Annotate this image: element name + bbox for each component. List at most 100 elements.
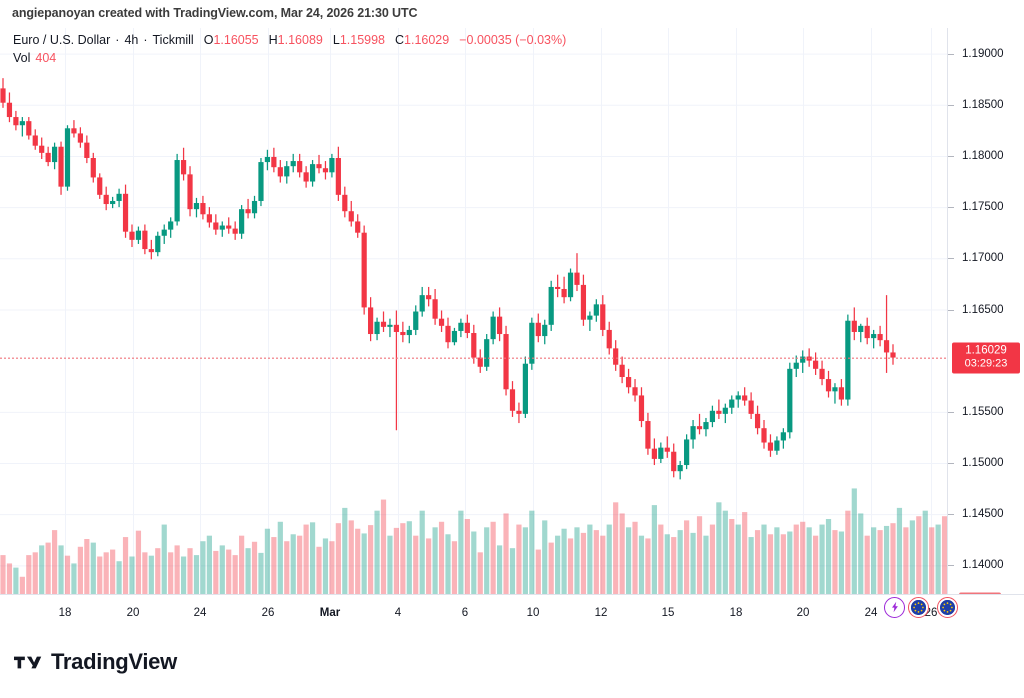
- volume-bar: [232, 555, 238, 594]
- time-tick-label: 15: [661, 607, 675, 619]
- price-tick-dash: [948, 411, 954, 413]
- time-axis[interactable]: 18 20 24 26 Mar 4 6 10 12 15 18 20 24 26: [0, 594, 1024, 632]
- candle-body: [129, 231, 135, 240]
- legend-row-volume: Vol 404: [13, 50, 566, 67]
- candle-body: [45, 152, 51, 163]
- volume-bar: [122, 537, 129, 594]
- volume-bar: [761, 524, 767, 594]
- time-tick-label: 12: [594, 607, 608, 619]
- chart-plot-area[interactable]: [0, 28, 947, 594]
- legend-volume-value: 404: [35, 51, 57, 65]
- candle-body: [303, 172, 309, 182]
- bar-countdown-value: 03:29:23: [964, 357, 1008, 370]
- candle-body: [535, 322, 541, 337]
- legend-volume-label[interactable]: Vol: [13, 51, 31, 65]
- current-price-value: 1.16029: [965, 344, 1007, 357]
- price-axis[interactable]: 1.19000 1.18500 1.18000 1.17500 1.17000 1.165…: [947, 28, 1024, 610]
- time-tick-label: 24: [864, 607, 878, 619]
- volume-bar: [187, 548, 193, 594]
- legend-separator-1: ·: [115, 33, 120, 47]
- volume-bar: [561, 528, 567, 594]
- volume-bar: [277, 521, 283, 594]
- price-tick-label: 1.19000: [962, 47, 1004, 60]
- candle-body: [496, 316, 503, 335]
- candle-body: [413, 311, 419, 330]
- candle-body: [664, 447, 670, 452]
- volume-bar: [400, 523, 406, 594]
- volume-bar: [264, 528, 271, 594]
- legend-exchange[interactable]: Tickmill: [152, 33, 194, 47]
- volume-bar: [587, 524, 593, 594]
- volume-bar: [703, 535, 709, 594]
- candle-body: [529, 322, 535, 364]
- candle-body: [135, 230, 142, 240]
- volume-bar: [619, 513, 625, 594]
- candle-body: [813, 360, 819, 369]
- volume-bar: [77, 546, 83, 594]
- volume-bar: [393, 527, 400, 594]
- candle-body: [97, 177, 103, 195]
- candle-body: [438, 318, 445, 326]
- current-price-badge[interactable]: 1.16029 03:29:23: [952, 342, 1020, 374]
- candle-body: [613, 348, 619, 365]
- candle-body: [638, 395, 645, 422]
- candle-body: [477, 357, 483, 367]
- volume-bar: [155, 548, 161, 594]
- eu-flag-badge-2[interactable]: [937, 596, 958, 618]
- candle-body: [264, 156, 271, 163]
- candle-body: [271, 156, 277, 168]
- volume-bar: [677, 530, 683, 594]
- legend-symbol[interactable]: Euro / U.S. Dollar: [13, 33, 111, 47]
- volume-bar: [819, 524, 825, 594]
- tradingview-logo-text: TradingView: [51, 649, 177, 674]
- time-tick-label: 18: [729, 607, 743, 619]
- candle-body: [774, 440, 780, 451]
- candle-body: [51, 146, 58, 163]
- lightning-bolt-badge[interactable]: [884, 596, 905, 618]
- candle-body: [871, 334, 877, 339]
- candle-body: [335, 157, 341, 195]
- volume-bar: [806, 527, 812, 594]
- volume-bar: [193, 555, 200, 594]
- volume-bar: [877, 530, 883, 594]
- candle-body: [509, 389, 516, 411]
- volume-bar: [245, 548, 251, 594]
- volume-bar: [6, 563, 13, 594]
- volume-bar: [374, 510, 380, 594]
- candle-body: [864, 325, 870, 339]
- candle-body: [761, 428, 767, 443]
- candle-body: [877, 334, 883, 341]
- volume-bar: [800, 521, 806, 594]
- volume-bar: [529, 510, 535, 594]
- time-tick-label: 10: [526, 607, 540, 619]
- volume-bar: [32, 552, 38, 594]
- candle-body: [696, 426, 703, 430]
- candle-body: [742, 395, 748, 401]
- candle-body: [587, 315, 593, 320]
- eu-flag-badge-1[interactable]: [908, 596, 929, 618]
- candle-body: [374, 321, 380, 335]
- legend-high-value: 1.16089: [277, 33, 323, 47]
- volume-bar: [329, 541, 335, 594]
- candle-body: [580, 284, 587, 320]
- candle-body: [258, 162, 264, 201]
- legend-close-label: C: [395, 33, 405, 47]
- tradingview-logo[interactable]: TradingView: [14, 649, 177, 675]
- candle-body: [735, 395, 741, 400]
- volume-bar: [348, 520, 354, 594]
- candle-body: [142, 230, 148, 250]
- volume-bar: [110, 549, 116, 594]
- volume-bar: [664, 534, 670, 594]
- candle-body: [168, 221, 174, 230]
- candle-body: [322, 168, 329, 173]
- volume-bar: [722, 510, 728, 594]
- volume-bar: [735, 524, 741, 594]
- volume-bar: [148, 555, 154, 594]
- volume-bar: [535, 549, 541, 594]
- legend-interval[interactable]: 4h: [124, 33, 139, 47]
- candle-body: [213, 222, 219, 230]
- candle-body: [464, 322, 470, 334]
- candle-body: [380, 321, 387, 327]
- volume-bar: [361, 533, 367, 594]
- candle-body: [716, 410, 722, 414]
